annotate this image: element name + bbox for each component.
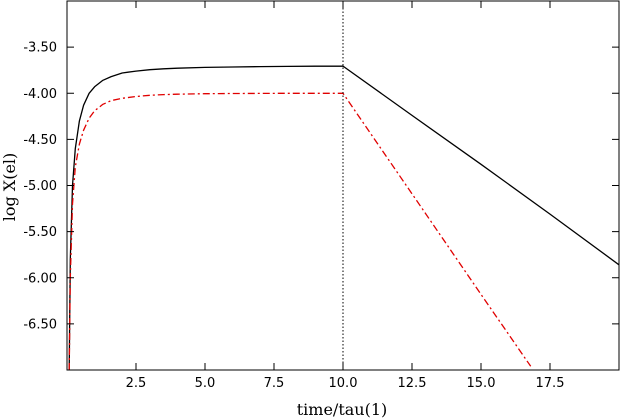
x-tick-label: 7.5 <box>264 376 285 391</box>
axes-layer: 2.5 5.0 7.5 10.0 12.5 15.0 17.5 -3.50 -4.00 -4.50… <box>23 0 620 391</box>
y-tick-label: -5.50 <box>23 225 57 240</box>
y-tick-label: -6.00 <box>23 271 57 286</box>
x-tick-label: 2.5 <box>126 376 147 391</box>
x-tick-label: 12.5 <box>398 376 427 391</box>
x-tick-label: 10.0 <box>329 376 358 391</box>
series-layer <box>68 65 619 370</box>
y-tick-label: -4.50 <box>23 133 57 148</box>
y-axis-label: log X(el) <box>0 153 19 222</box>
x-tick-label: 5.0 <box>195 376 216 391</box>
series-line-2 <box>68 92 532 370</box>
y-tick-label: -3.50 <box>23 41 57 56</box>
x-tick-label: 15.0 <box>467 376 496 391</box>
plot-frame <box>66 0 620 371</box>
y-tick-label: -4.00 <box>23 87 57 102</box>
x-axis-label: time/tau(1) <box>297 400 388 418</box>
y-tick-label: -5.00 <box>23 179 57 194</box>
series-line-1 <box>68 65 619 370</box>
x-tick-label: 17.5 <box>536 376 565 391</box>
y-tick-label: -6.50 <box>23 317 57 332</box>
